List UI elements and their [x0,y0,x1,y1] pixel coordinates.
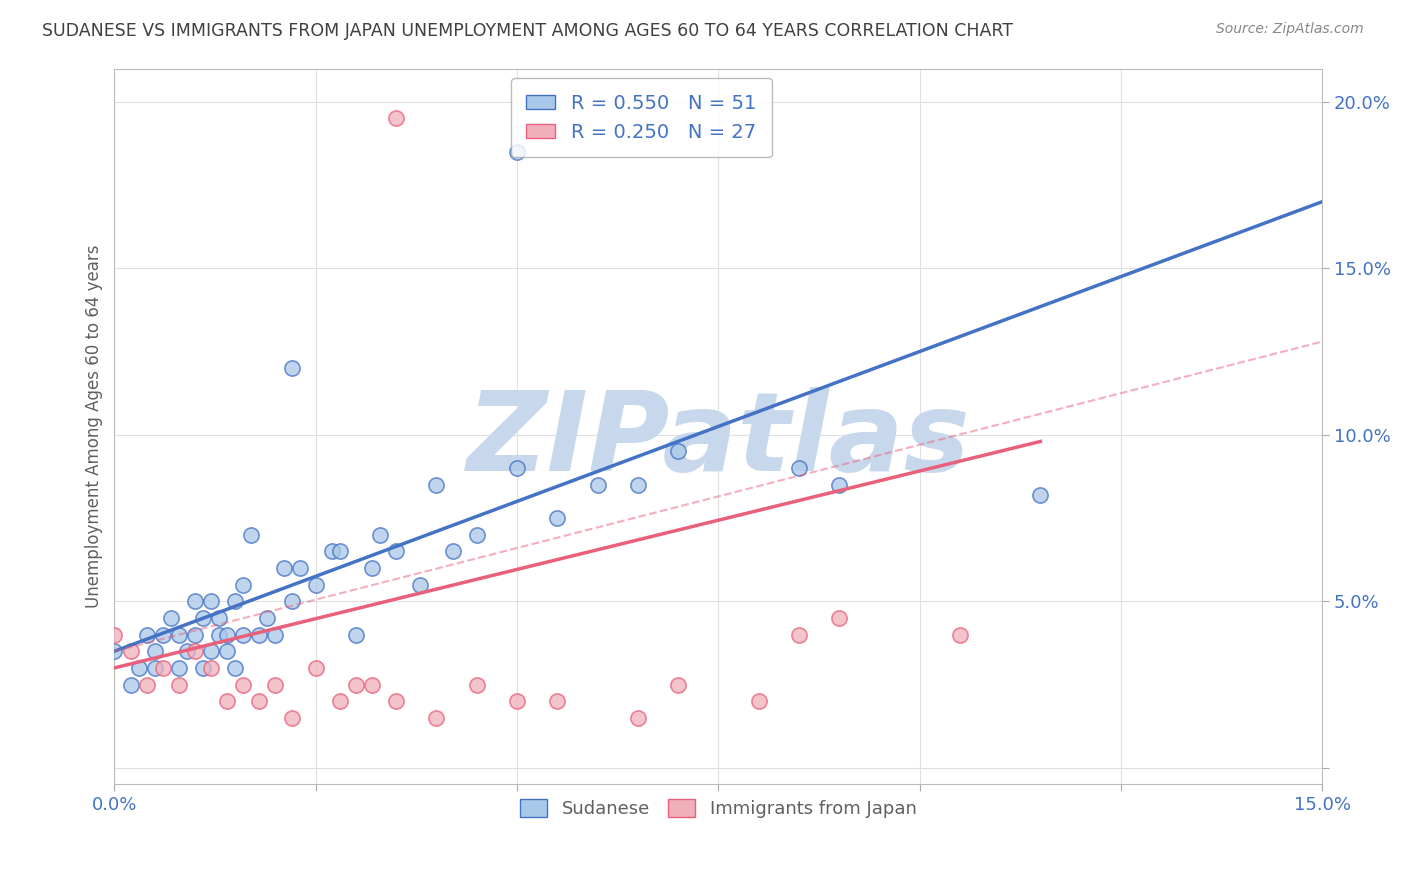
Point [247,627,270,641]
Point [385,694,408,708]
Point [264,677,287,691]
Y-axis label: Unemployment Among Ages 60 to 64 years: Unemployment Among Ages 60 to 64 years [86,244,103,608]
Point [167,661,190,675]
Point [361,677,384,691]
Point [465,527,488,541]
Point [828,477,851,491]
Point [305,661,328,675]
Point [191,611,214,625]
Point [232,627,254,641]
Point [208,627,231,641]
Point [200,594,222,608]
Legend: Sudanese, Immigrants from Japan: Sudanese, Immigrants from Japan [513,792,924,825]
Point [135,627,157,641]
Point [627,711,650,725]
Point [586,477,609,491]
Point [425,477,447,491]
Text: Source: ZipAtlas.com: Source: ZipAtlas.com [1216,22,1364,37]
Point [666,677,689,691]
Point [167,627,190,641]
Point [280,711,302,725]
Point [184,644,207,658]
Point [120,644,142,658]
Point [191,661,214,675]
Point [200,644,222,658]
Point [264,627,287,641]
Point [152,661,174,675]
Point [103,644,125,658]
Point [546,694,568,708]
Point [232,677,254,691]
Point [217,694,239,708]
Point [305,577,328,591]
Point [159,611,181,625]
Point [288,561,311,575]
Point [329,694,352,708]
Point [465,677,488,691]
Point [344,627,367,641]
Point [135,677,157,691]
Point [506,694,529,708]
Point [1029,488,1052,502]
Point [184,594,207,608]
Point [787,627,810,641]
Text: ZIPatlas: ZIPatlas [467,387,970,494]
Point [828,611,851,625]
Point [385,112,408,126]
Point [385,544,408,558]
Point [240,527,263,541]
Point [224,661,246,675]
Point [103,627,125,641]
Point [232,577,254,591]
Point [200,661,222,675]
Point [217,627,239,641]
Point [184,627,207,641]
Point [506,461,529,475]
Point [361,561,384,575]
Point [321,544,343,558]
Point [120,677,142,691]
Point [329,544,352,558]
Point [666,444,689,458]
Point [425,711,447,725]
Point [409,577,432,591]
Point [280,361,302,376]
Point [748,694,770,708]
Point [167,677,190,691]
Point [368,527,391,541]
Point [280,594,302,608]
Point [224,594,246,608]
Point [344,677,367,691]
Point [217,644,239,658]
Point [128,661,150,675]
Point [256,611,278,625]
Point [546,511,568,525]
Point [143,644,166,658]
Point [627,477,650,491]
Point [208,611,231,625]
Point [143,661,166,675]
Point [787,461,810,475]
Point [176,644,198,658]
Point [506,145,529,159]
Point [949,627,972,641]
Point [247,694,270,708]
Point [441,544,464,558]
Point [152,627,174,641]
Point [273,561,295,575]
Text: SUDANESE VS IMMIGRANTS FROM JAPAN UNEMPLOYMENT AMONG AGES 60 TO 64 YEARS CORRELA: SUDANESE VS IMMIGRANTS FROM JAPAN UNEMPL… [42,22,1014,40]
